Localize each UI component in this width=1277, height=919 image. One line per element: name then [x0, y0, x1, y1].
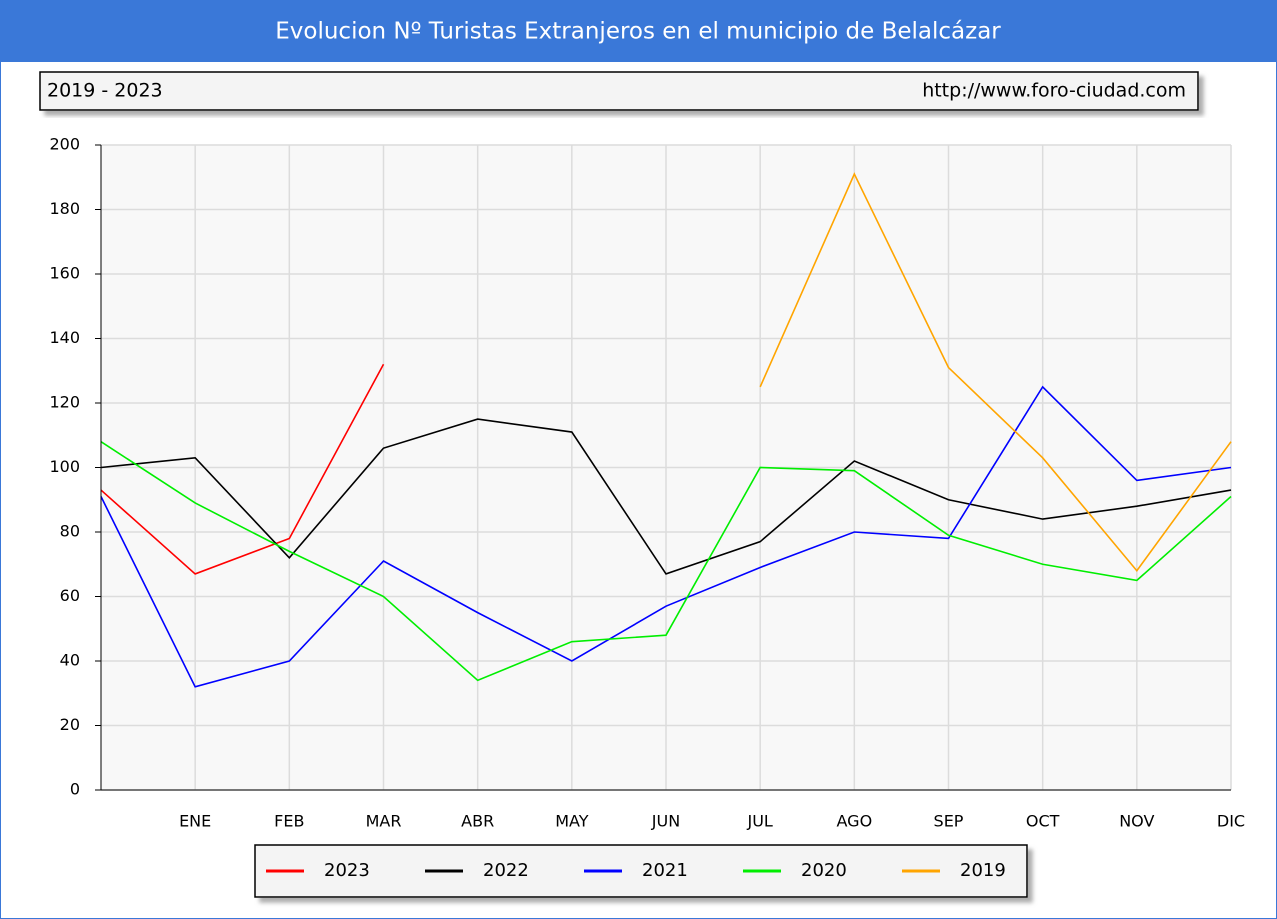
- y-tick-label: 40: [60, 651, 80, 670]
- chart-title: Evolucion Nº Turistas Extranjeros en el …: [275, 19, 1001, 45]
- series-line: [100, 441, 1232, 682]
- y-tick-label: 160: [49, 264, 80, 283]
- x-tick-label: MAY: [555, 812, 589, 831]
- legend-label: 2022: [483, 860, 529, 881]
- y-tick-label: 120: [49, 393, 80, 412]
- y-tick-label: 0: [70, 780, 80, 799]
- series-line: [100, 363, 385, 575]
- legend-label: 2021: [642, 860, 688, 881]
- x-tick-label: OCT: [1026, 812, 1060, 831]
- series-line: [759, 172, 1232, 572]
- y-tick-label: 140: [49, 328, 80, 347]
- y-tick-label: 80: [60, 522, 80, 541]
- x-tick-label: JUN: [651, 812, 680, 831]
- series-line: [100, 418, 1232, 575]
- series-line: [100, 385, 1232, 688]
- x-tick-label: FEB: [274, 812, 304, 831]
- title-bar: [0, 0, 1277, 62]
- y-tick-label: 20: [60, 715, 80, 734]
- y-tick-label: 200: [49, 135, 80, 154]
- legend-label: 2023: [324, 860, 370, 881]
- x-tick-label: AGO: [837, 812, 873, 831]
- x-tick-label: NOV: [1119, 812, 1154, 831]
- x-tick-label: DIC: [1217, 812, 1245, 831]
- legend-entries: 2023 2022 2021 2020 2019: [266, 860, 1006, 881]
- y-tick-label: 60: [60, 586, 80, 605]
- grid: [95, 144, 1232, 791]
- subtitle: 2019 - 2023: [47, 80, 163, 102]
- lines: [100, 172, 1232, 688]
- subtitle-box: [39, 71, 1199, 111]
- y-tick-label: 180: [49, 199, 80, 218]
- x-tick-label: MAR: [366, 812, 402, 831]
- source: http://www.foro-ciudad.com: [922, 80, 1186, 102]
- legend: [254, 844, 1028, 898]
- x-tick-label: SEP: [934, 812, 964, 831]
- x-tick-label: ABR: [461, 812, 494, 831]
- legend-label: 2020: [801, 860, 847, 881]
- legend-label: 2019: [960, 860, 1006, 881]
- x-tick-label: ENE: [179, 812, 211, 831]
- x-tick-label: JUL: [746, 812, 772, 831]
- y-tick-label: 100: [49, 457, 80, 476]
